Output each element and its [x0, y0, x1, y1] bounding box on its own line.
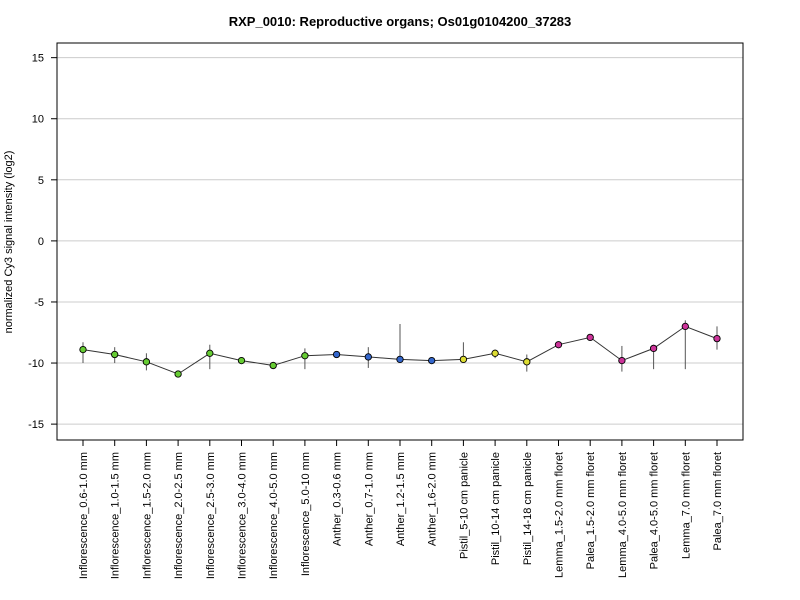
x-tick-label: Pistil_10-14 cm panicle: [490, 452, 502, 565]
data-point: [142, 358, 151, 366]
x-tick-label: Inflorescence_2.0-2.5 mm: [173, 452, 185, 579]
data-point: [459, 355, 468, 364]
error-bars: [82, 320, 718, 375]
x-tick-label: Inflorescence_3.0-4.0 mm: [237, 452, 249, 579]
data-point: [491, 349, 499, 357]
x-tick-label: Inflorescence_0.6-1.0 mm: [78, 452, 90, 579]
x-axis: Inflorescence_0.6-1.0 mm Inflorescence_1.…: [78, 440, 724, 579]
data-point: [332, 350, 341, 359]
y-axis-label: normalized Cy3 signal intensity (log2): [3, 151, 15, 334]
data-points: [79, 322, 721, 378]
x-tick-label: Lemma_4.0-5.0 mm floret: [617, 452, 629, 578]
y-tick-label: 0: [38, 236, 44, 248]
y-tick-label: 15: [32, 53, 44, 65]
data-point: [206, 349, 214, 357]
data-point: [269, 361, 277, 370]
y-tick-label: -10: [28, 358, 44, 370]
grid: [57, 57, 743, 425]
x-tick-label: Inflorescence_4.0-5.0 mm: [268, 452, 280, 579]
data-point: [681, 322, 689, 331]
x-tick-label: Anther_1.6-2.0 mm: [427, 452, 439, 546]
x-tick-label: Inflorescence_5.0-10 mm: [300, 452, 312, 576]
data-point: [618, 356, 626, 365]
data-point: [111, 350, 119, 359]
x-tick-label: Palea_7.0 mm floret: [712, 452, 724, 550]
data-point: [554, 341, 563, 349]
data-point: [396, 355, 404, 364]
x-tick-label: Inflorescence_2.5-3.0 mm: [205, 452, 217, 579]
data-point: [237, 356, 246, 365]
x-tick-label: Anther_1.2-1.5 mm: [395, 452, 407, 546]
data-point: [523, 358, 531, 366]
data-point: [428, 356, 436, 365]
data-point: [364, 353, 372, 361]
data-point: [586, 333, 594, 342]
x-tick-label: Lemma_1.5-2.0 mm floret: [554, 452, 566, 578]
x-tick-label: Palea_4.0-5.0 mm floret: [649, 452, 661, 569]
data-point: [174, 370, 182, 378]
y-tick-label: -15: [28, 419, 44, 431]
y-axis: 15 10 5 0 -5 -10 -15: [28, 53, 57, 431]
data-point: [301, 352, 309, 360]
chart-title: RXP_0010: Reproductive organs; Os01g0104…: [229, 14, 572, 29]
y-tick-label: 5: [38, 175, 44, 187]
x-tick-label: Pistil_14-18 cm panicle: [522, 452, 534, 565]
data-point: [649, 344, 658, 353]
x-tick-label: Inflorescence_1.5-2.0 mm: [141, 452, 153, 579]
plot-frame: [56, 42, 744, 441]
y-tick-label: 10: [32, 114, 44, 126]
x-tick-label: Anther_0.3-0.6 mm: [332, 452, 344, 546]
x-tick-label: Anther_0.7-1.0 mm: [363, 452, 375, 546]
x-tick-label: Inflorescence_1.0-1.5 mm: [110, 452, 122, 579]
data-point: [79, 345, 87, 354]
x-tick-label: Lemma_7.0 mm floret: [680, 452, 692, 559]
x-tick-label: Pistil_5-10 cm panicle: [458, 452, 470, 559]
y-tick-label: -5: [34, 297, 44, 309]
x-tick-label: Palea_1.5-2.0 mm floret: [585, 452, 597, 569]
data-point: [713, 334, 721, 343]
